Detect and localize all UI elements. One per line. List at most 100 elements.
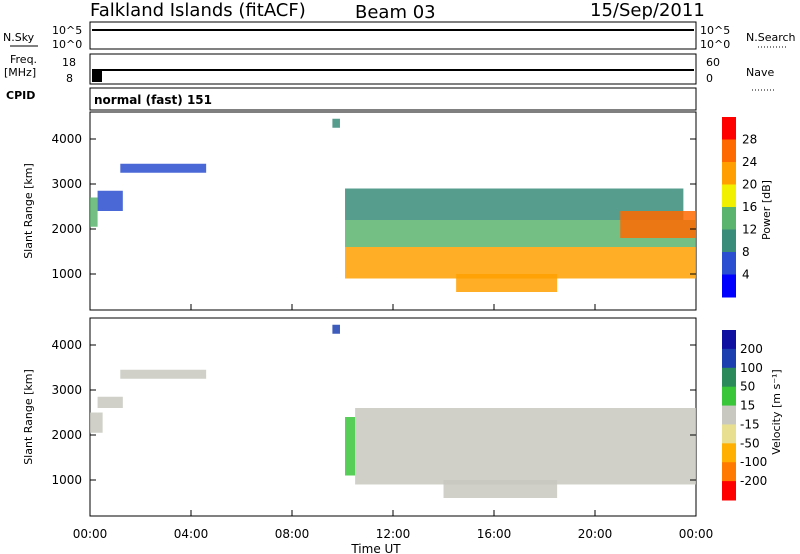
power-region-8 — [620, 211, 696, 238]
xtick-label-1: 04:00 — [174, 527, 209, 541]
velocity-ytick-label-3: 1000 — [51, 473, 82, 487]
power-ytick-label-0: 4000 — [51, 132, 82, 146]
power-cb-tick-6: 4 — [742, 268, 750, 282]
power-region-3 — [332, 118, 340, 128]
velocity-cb-tick-2: 50 — [740, 380, 755, 394]
power-panel: 4000 3000 2000 1000 Slant Range [km] — [22, 111, 697, 311]
velocity-colorbar: 200 100 50 15 -15 -50 -100 -200 Velocity [m s⁻¹… — [722, 330, 783, 501]
velocity-cb-tick-5: -50 — [740, 436, 760, 450]
nsearch-tick-top: 10^5 — [700, 24, 730, 37]
nsearch-label: N.Search — [746, 31, 796, 44]
freq-trace-start-block — [92, 70, 102, 82]
nave-tick-top: 60 — [706, 56, 720, 69]
velocity-ytick-label-1: 3000 — [51, 383, 82, 397]
power-swatch-6 — [722, 252, 736, 275]
velocity-region-1 — [97, 396, 123, 408]
freq-unit: [MHz] — [4, 66, 36, 79]
power-colorbar: 28 24 20 16 12 8 4 Power [dB] — [722, 117, 773, 298]
nsky-tick-bottom: 10^0 — [52, 38, 82, 51]
velocity-cb-tick-0: 200 — [740, 342, 763, 356]
xtick-label-3: 12:00 — [376, 527, 411, 541]
velocity-ytick-label-2: 2000 — [51, 428, 82, 442]
velocity-cb-tick-4: -15 — [740, 417, 760, 431]
velocity-swatch-7 — [722, 462, 736, 482]
velocity-y-axis: 4000 3000 2000 1000 — [51, 338, 696, 487]
freq-strip-frame — [89, 53, 697, 85]
power-cb-tick-1: 24 — [742, 155, 757, 169]
velocity-region-3 — [332, 324, 340, 334]
power-swatch-1 — [722, 139, 736, 163]
power-swatch-4 — [722, 207, 736, 230]
velocity-cb-tick-7: -200 — [740, 474, 767, 488]
velocity-swatch-6 — [722, 443, 736, 463]
velocity-regions — [90, 324, 696, 498]
power-region-7 — [456, 274, 558, 292]
velocity-cb-tick-6: -100 — [740, 455, 767, 469]
power-cb-tick-4: 12 — [742, 223, 757, 237]
noise-strip-frame — [89, 21, 697, 50]
power-cb-tick-5: 8 — [742, 245, 750, 259]
velocity-region-5 — [355, 408, 696, 485]
xtick-label-6: 00:00 — [679, 527, 714, 541]
power-ytick-label-3: 1000 — [51, 267, 82, 281]
power-y-label: Slant Range [km] — [22, 163, 35, 259]
cpid-bar-frame — [89, 87, 697, 111]
velocity-swatch-0 — [722, 330, 736, 350]
velocity-colorbar-label: Velocity [m s⁻¹] — [770, 369, 783, 454]
velocity-swatch-1 — [722, 348, 736, 369]
velocity-region-6 — [443, 480, 558, 498]
freq-label: Freq. — [10, 53, 37, 66]
power-swatch-2 — [722, 162, 736, 185]
freq-tick-top: 18 — [62, 56, 76, 69]
velocity-swatch-8 — [722, 481, 736, 501]
beam-title: Beam 03 — [355, 2, 436, 23]
power-colorbar-label: Power [dB] — [760, 180, 773, 240]
cpid-label: CPID — [6, 89, 35, 102]
x-axis-label: Time UT — [350, 542, 401, 554]
power-colorbar-ticks: 28 24 20 16 12 8 4 — [742, 133, 757, 282]
freq-tick-bottom: 8 — [66, 72, 73, 85]
power-cb-tick-2: 20 — [742, 178, 757, 192]
power-cb-tick-3: 16 — [742, 200, 757, 214]
velocity-region-2 — [120, 369, 207, 379]
nsky-tick-top: 10^5 — [52, 24, 82, 37]
nsky-label: N.Sky — [3, 31, 35, 44]
freq-trace — [92, 69, 694, 82]
freq-strip: Freq. [MHz] 18 8 60 0 Nave CPID — [4, 53, 776, 102]
velocity-panel: 4000 3000 2000 1000 Slant Range [km] — [22, 317, 697, 517]
cpid-value: normal (fast) 151 — [94, 93, 212, 107]
velocity-y-label: Slant Range [km] — [22, 369, 35, 465]
power-region-2 — [120, 163, 207, 173]
power-swatch-3 — [722, 184, 736, 208]
velocity-swatch-2 — [722, 367, 736, 388]
power-ytick-label-1: 3000 — [51, 177, 82, 191]
power-swatch-5 — [722, 229, 736, 253]
power-colorbar-swatches — [722, 117, 736, 298]
velocity-cb-tick-3: 15 — [740, 399, 755, 413]
nave-label: Nave — [746, 66, 774, 79]
xtick-label-5: 20:00 — [578, 527, 613, 541]
xtick-label-4: 16:00 — [477, 527, 512, 541]
power-ytick-label-2: 2000 — [51, 222, 82, 236]
power-swatch-0 — [722, 117, 736, 140]
velocity-region-4 — [345, 417, 356, 476]
xtick-label-0: 00:00 — [73, 527, 108, 541]
velocity-swatch-3 — [722, 386, 736, 407]
velocity-colorbar-swatches — [722, 330, 736, 501]
power-region-0 — [90, 197, 98, 227]
velocity-swatch-5 — [722, 424, 736, 444]
power-region-6 — [345, 247, 696, 279]
velocity-cb-tick-1: 100 — [740, 361, 763, 375]
date-title: 15/Sep/2011 — [590, 0, 705, 21]
xtick-label-2: 08:00 — [275, 527, 310, 541]
power-cb-tick-0: 28 — [742, 133, 757, 147]
nsearch-tick-bottom: 10^0 — [700, 38, 730, 51]
velocity-swatch-4 — [722, 405, 736, 425]
power-regions — [90, 118, 696, 292]
station-title: Falkland Islands (fitACF) — [90, 0, 306, 21]
time-x-axis: 00:00 04:00 08:00 12:00 16:00 20:00 00:00 — [73, 304, 714, 541]
velocity-colorbar-ticks: 200 100 50 15 -15 -50 -100 -200 — [740, 342, 767, 488]
noise-strip: N.Sky 10^5 10^0 10^5 10^0 N.Search — [3, 21, 796, 51]
power-swatch-7 — [722, 274, 736, 298]
